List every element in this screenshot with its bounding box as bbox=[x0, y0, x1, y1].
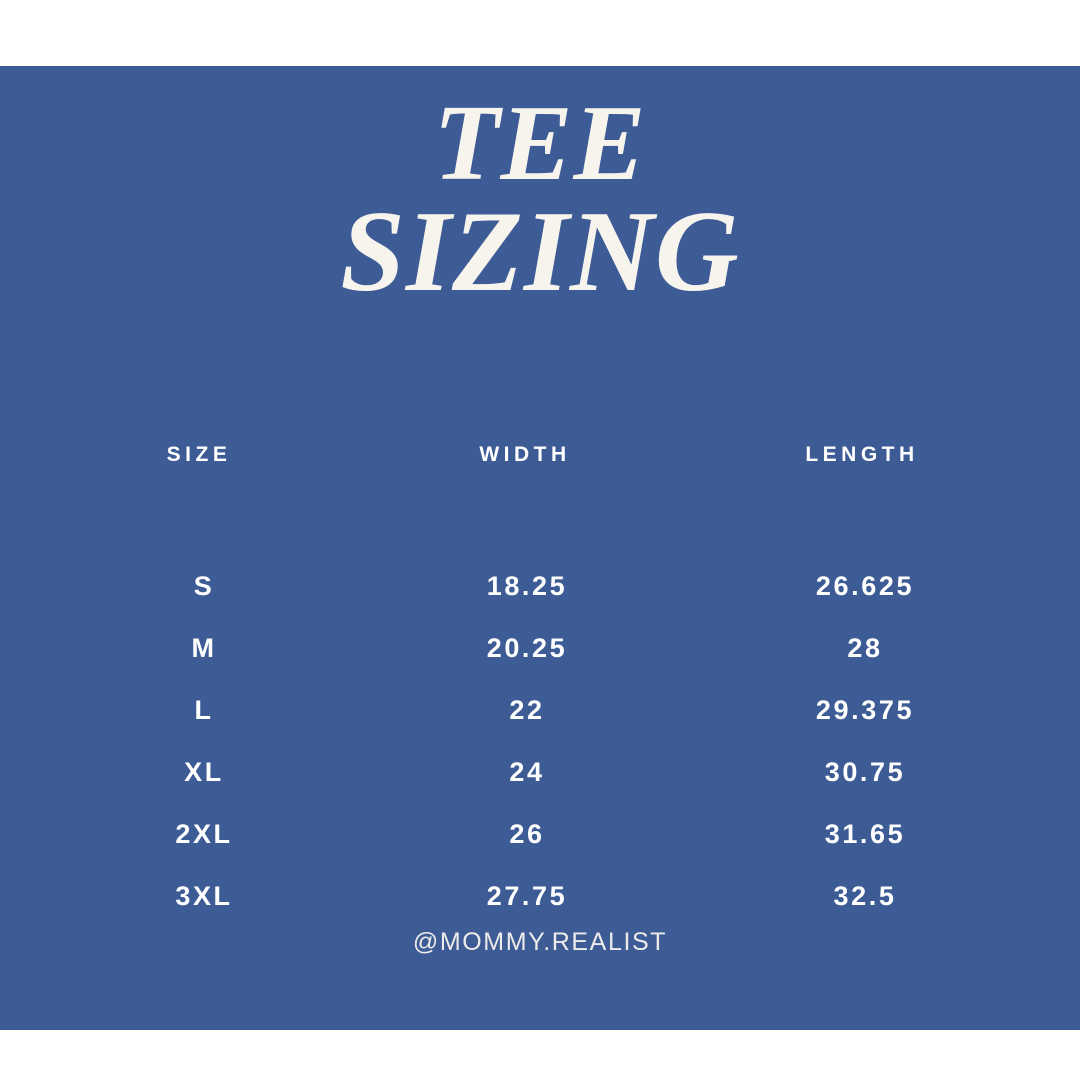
cell-size: M bbox=[191, 633, 217, 663]
table-row: 3XL 27.75 32.5 bbox=[0, 876, 1080, 938]
cell-length: 26.625 bbox=[815, 571, 915, 601]
size-table: SIZE WIDTH LENGTH S 18.25 26.625 M 20.25… bbox=[0, 440, 1080, 938]
cell-width: 18.25 bbox=[486, 571, 568, 601]
cell-size: 3XL bbox=[175, 881, 233, 911]
cell-width: 20.25 bbox=[486, 633, 568, 663]
table-row: 2XL 26 31.65 bbox=[0, 814, 1080, 876]
table-body: S 18.25 26.625 M 20.25 28 L 22 29.375 XL… bbox=[0, 566, 1080, 938]
title-line-2: SIZING bbox=[340, 188, 740, 316]
social-handle: @MOMMY.REALIST bbox=[412, 928, 668, 956]
page-title: TEE SIZING bbox=[0, 84, 1080, 316]
table-row: L 22 29.375 bbox=[0, 690, 1080, 752]
cell-length: 32.5 bbox=[833, 881, 897, 911]
cell-size: S bbox=[193, 571, 215, 601]
cell-size: L bbox=[194, 695, 214, 725]
cell-size: 2XL bbox=[175, 819, 233, 849]
title-line-1: TEE bbox=[433, 84, 647, 203]
cell-width: 26 bbox=[509, 819, 545, 849]
cell-length: 28 bbox=[847, 633, 883, 663]
table-row: S 18.25 26.625 bbox=[0, 566, 1080, 628]
cell-length: 29.375 bbox=[815, 695, 915, 725]
table-row: XL 24 30.75 bbox=[0, 752, 1080, 814]
blue-panel bbox=[0, 66, 1080, 1030]
cell-width: 22 bbox=[509, 695, 545, 725]
cell-width: 24 bbox=[509, 757, 545, 787]
cell-width: 27.75 bbox=[486, 881, 568, 911]
cell-size: XL bbox=[184, 757, 224, 787]
cell-length: 30.75 bbox=[824, 757, 906, 787]
column-header-width: WIDTH bbox=[479, 443, 571, 466]
column-header-length: LENGTH bbox=[805, 443, 919, 466]
table-header-row: SIZE WIDTH LENGTH bbox=[0, 440, 1080, 488]
table-row: M 20.25 28 bbox=[0, 628, 1080, 690]
column-header-size: SIZE bbox=[166, 443, 232, 466]
cell-length: 31.65 bbox=[824, 819, 906, 849]
